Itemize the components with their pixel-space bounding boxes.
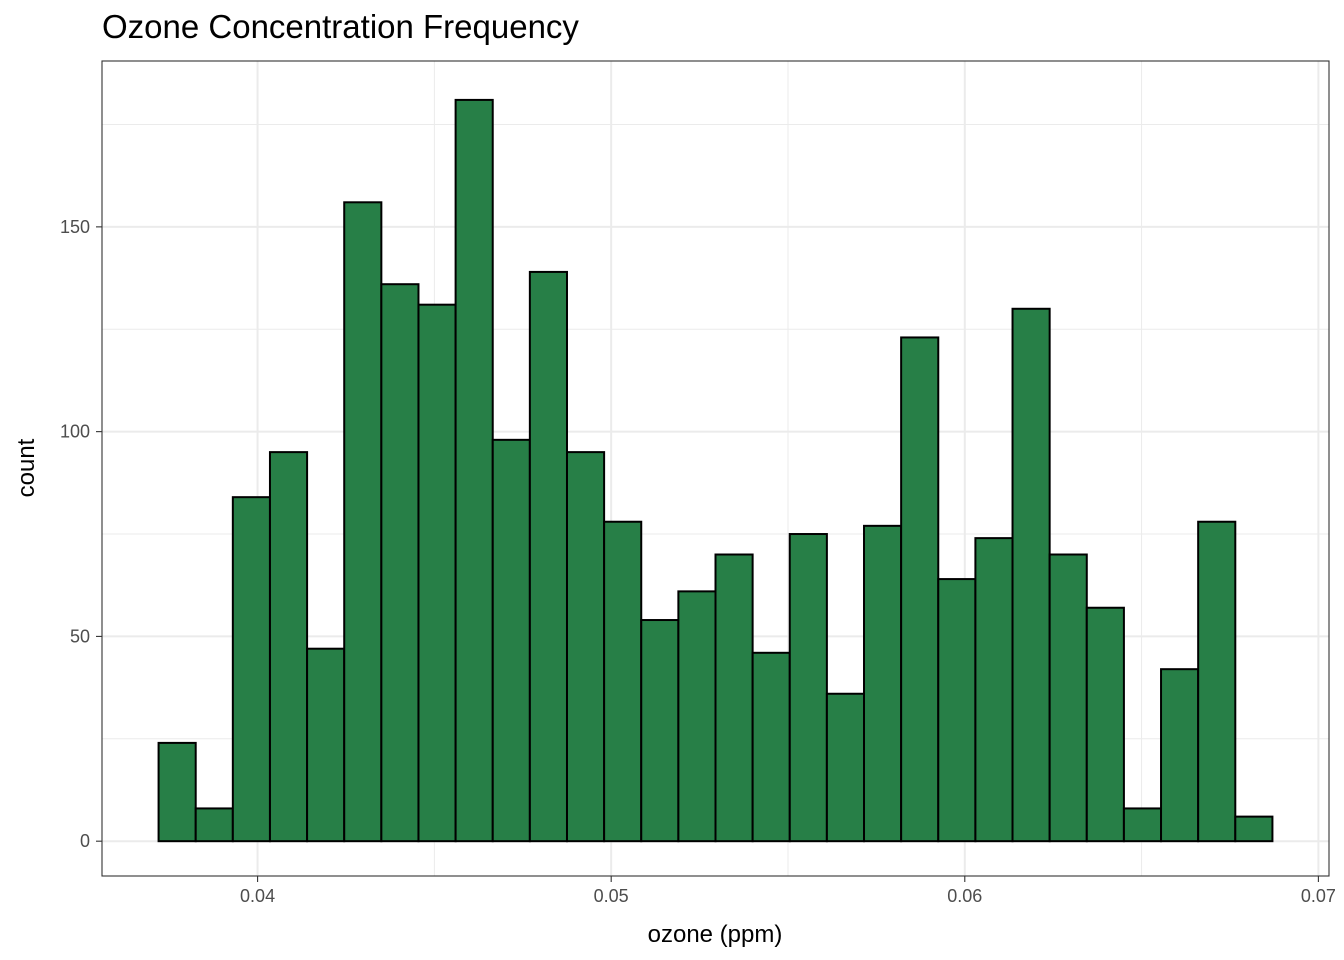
histogram-bar <box>417 303 457 843</box>
histogram-bar <box>343 201 383 843</box>
histogram-bar <box>380 283 420 843</box>
histogram-bar <box>1085 606 1125 843</box>
histogram-bar <box>937 578 977 843</box>
histogram-bar <box>157 741 197 843</box>
y-tick-label: 50 <box>70 626 90 646</box>
histogram-bar <box>268 451 309 843</box>
histogram-bar <box>1122 807 1163 843</box>
y-axis: 0 50 100 150 <box>60 217 102 851</box>
x-tick-label: 0.07 <box>1301 886 1336 906</box>
histogram-bars <box>157 98 1274 843</box>
histogram-bar <box>751 651 791 843</box>
histogram-bar <box>1197 520 1237 843</box>
histogram-bar <box>528 270 568 843</box>
histogram-bar <box>1234 815 1274 843</box>
chart-title: Ozone Concentration Frequency <box>102 8 579 45</box>
y-tick-label: 100 <box>60 422 90 442</box>
histogram-bar <box>788 533 828 843</box>
histogram-bar <box>1160 668 1200 843</box>
x-tick-label: 0.04 <box>240 886 275 906</box>
histogram-bar <box>491 438 531 843</box>
y-axis-title: count <box>13 438 40 497</box>
histogram-bar <box>863 524 903 843</box>
x-tick-label: 0.06 <box>947 886 982 906</box>
histogram-bar <box>677 590 717 843</box>
x-axis-title: ozone (ppm) <box>648 921 783 948</box>
histogram-bar <box>825 692 866 843</box>
histogram-bar <box>603 520 643 843</box>
histogram-bar <box>714 553 754 843</box>
histogram-bar <box>1048 553 1088 843</box>
histogram-bar <box>974 537 1014 843</box>
histogram-bar <box>454 98 494 843</box>
histogram-bar <box>900 336 940 843</box>
x-axis: 0.04 0.05 0.06 0.07 <box>240 876 1336 906</box>
histogram-bar <box>1011 307 1051 843</box>
histogram-bar <box>640 619 680 843</box>
histogram-bar <box>194 807 234 843</box>
y-tick-label: 0 <box>80 831 90 851</box>
histogram-bar <box>231 496 271 843</box>
y-tick-label: 150 <box>60 217 90 237</box>
panel-border <box>101 60 1330 877</box>
histogram-bar <box>565 451 606 843</box>
histogram-bar <box>306 647 346 843</box>
x-tick-label: 0.05 <box>594 886 629 906</box>
